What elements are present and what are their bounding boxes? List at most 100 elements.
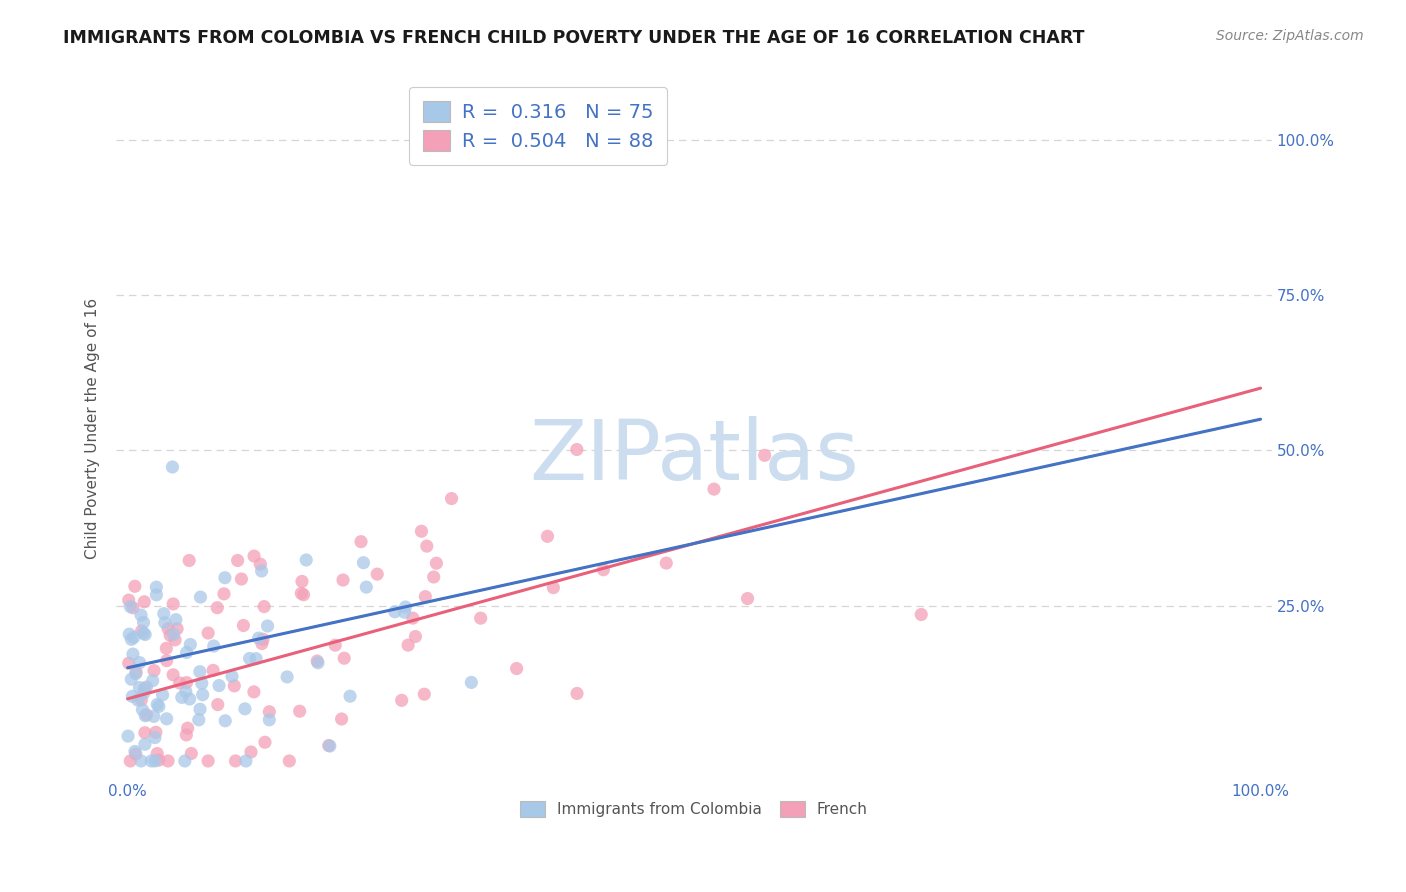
Point	[253, 735, 276, 749]
Point	[402, 611, 425, 625]
Point	[191, 688, 214, 702]
Point	[122, 631, 145, 645]
Point	[125, 666, 148, 681]
Point	[146, 747, 169, 761]
Point	[391, 693, 413, 707]
Point	[249, 558, 271, 572]
Point	[156, 654, 179, 668]
Point	[224, 679, 246, 693]
Point	[146, 698, 169, 712]
Point	[176, 721, 198, 735]
Point	[245, 651, 267, 665]
Point	[120, 632, 142, 647]
Point	[197, 754, 219, 768]
Point	[162, 627, 184, 641]
Point	[366, 567, 388, 582]
Point	[162, 597, 184, 611]
Point	[910, 607, 932, 622]
Point	[124, 744, 146, 758]
Point	[225, 754, 247, 768]
Point	[120, 754, 142, 768]
Point	[169, 676, 191, 690]
Point	[202, 639, 225, 653]
Point	[165, 632, 187, 647]
Point	[394, 605, 416, 619]
Point	[134, 681, 156, 696]
Point	[120, 672, 142, 686]
Point	[143, 754, 166, 768]
Point	[416, 539, 439, 553]
Point	[226, 553, 249, 567]
Point	[543, 581, 565, 595]
Point	[157, 754, 180, 768]
Point	[170, 690, 193, 705]
Point	[166, 622, 188, 636]
Point	[180, 747, 202, 761]
Point	[288, 704, 311, 718]
Point	[214, 571, 236, 585]
Point	[176, 675, 198, 690]
Point	[145, 580, 167, 594]
Point	[125, 747, 148, 761]
Point	[179, 553, 201, 567]
Point	[134, 627, 156, 641]
Text: ZIPatlas: ZIPatlas	[529, 416, 859, 497]
Point	[233, 702, 256, 716]
Point	[278, 754, 301, 768]
Point	[319, 739, 342, 753]
Point	[440, 491, 463, 506]
Point	[207, 698, 229, 712]
Point	[202, 664, 225, 678]
Point	[145, 725, 167, 739]
Point	[148, 753, 170, 767]
Point	[162, 667, 184, 681]
Point	[141, 754, 163, 768]
Point	[350, 534, 373, 549]
Point	[122, 600, 145, 615]
Point	[253, 599, 276, 614]
Point	[135, 707, 157, 722]
Point	[155, 641, 177, 656]
Point	[191, 676, 214, 690]
Point	[176, 728, 198, 742]
Point	[292, 588, 315, 602]
Point	[318, 739, 340, 753]
Point	[131, 693, 153, 707]
Point	[339, 689, 361, 703]
Point	[330, 712, 353, 726]
Point	[290, 586, 312, 600]
Point	[132, 615, 155, 630]
Legend: Immigrants from Colombia, French: Immigrants from Colombia, French	[513, 793, 876, 824]
Point	[132, 626, 155, 640]
Point	[291, 574, 314, 589]
Point	[232, 618, 254, 632]
Point	[118, 627, 141, 641]
Point	[131, 624, 153, 638]
Point	[221, 669, 243, 683]
Point	[460, 675, 482, 690]
Point	[124, 579, 146, 593]
Point	[276, 670, 298, 684]
Point	[142, 709, 165, 723]
Point	[143, 664, 166, 678]
Point	[259, 705, 281, 719]
Point	[256, 619, 278, 633]
Point	[152, 607, 174, 621]
Point	[250, 564, 273, 578]
Point	[413, 687, 436, 701]
Point	[127, 693, 149, 707]
Point	[505, 661, 527, 675]
Point	[239, 651, 262, 665]
Point	[592, 563, 614, 577]
Point	[411, 524, 433, 539]
Point	[190, 590, 212, 604]
Point	[159, 628, 181, 642]
Point	[231, 572, 253, 586]
Point	[125, 665, 148, 679]
Point	[188, 702, 211, 716]
Point	[754, 448, 776, 462]
Point	[131, 703, 153, 717]
Point	[157, 622, 180, 636]
Point	[536, 529, 558, 543]
Point	[173, 754, 195, 768]
